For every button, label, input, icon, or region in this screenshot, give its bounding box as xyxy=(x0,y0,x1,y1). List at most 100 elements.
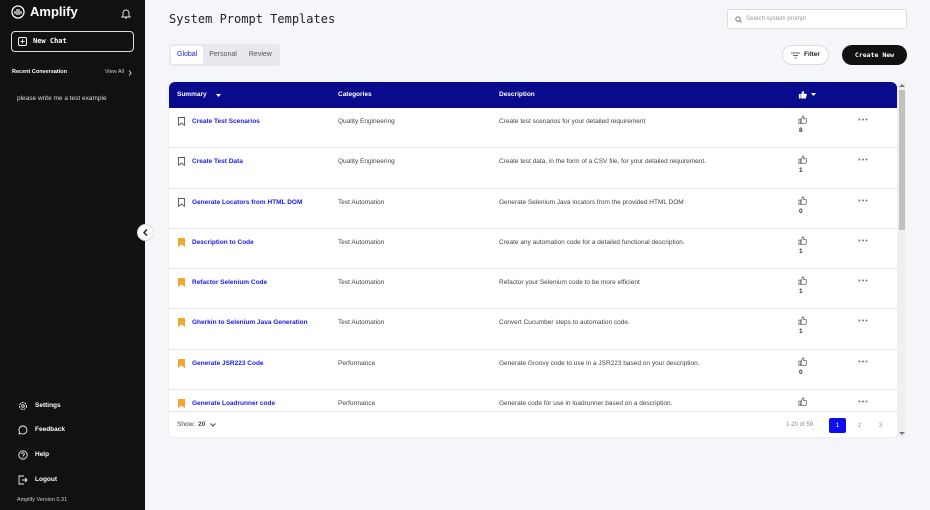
bookmark-icon[interactable] xyxy=(178,117,185,126)
table-row[interactable]: Gherkin to Selenium Java Generation Test … xyxy=(169,309,897,350)
thumbs-up-icon[interactable] xyxy=(798,236,807,245)
bell-icon[interactable] xyxy=(120,5,132,19)
show-label: Show: xyxy=(177,421,196,428)
like-count: 1 xyxy=(799,328,803,336)
gear-icon xyxy=(19,402,27,410)
page-size-select[interactable]: Show: 20 xyxy=(177,421,217,429)
tab-global[interactable]: Global xyxy=(171,46,204,64)
table-row[interactable]: Create Test Data Quality Engineering Creat… xyxy=(169,148,897,189)
table-scrollbar[interactable] xyxy=(898,82,906,437)
nav-logout[interactable]: Logout xyxy=(18,475,57,485)
thumbs-up-icon[interactable] xyxy=(798,115,807,124)
table-row[interactable]: Create Test Scenarios Quality Engineering… xyxy=(169,108,897,149)
tab-personal[interactable]: Personal xyxy=(209,51,237,58)
summary-column-header[interactable]: Summary xyxy=(177,91,221,99)
page-2-button[interactable]: 2 xyxy=(857,422,862,429)
table-row[interactable]: Refactor Selenium Code Test Automation Ref… xyxy=(169,269,897,310)
template-name-link[interactable]: Generate JSR223 Code xyxy=(192,359,264,367)
more-options-icon[interactable] xyxy=(858,158,868,161)
bookmark-icon[interactable] xyxy=(178,197,185,207)
create-new-button[interactable]: Create New xyxy=(842,45,907,65)
table-row[interactable]: Description to Code Test Automation Create… xyxy=(169,229,897,270)
thumbs-up-icon[interactable] xyxy=(798,196,807,205)
more-options-icon[interactable] xyxy=(858,400,868,403)
thumbs-up-icon[interactable] xyxy=(798,276,807,286)
bookmark-icon[interactable] xyxy=(178,157,185,167)
thumbs-up-icon[interactable] xyxy=(798,357,807,366)
template-category: Performance xyxy=(338,400,376,408)
collapse-sidebar-button[interactable] xyxy=(137,224,154,241)
template-category: Test Automation xyxy=(338,198,385,206)
new-chat-button[interactable]: + New Chat xyxy=(11,31,134,52)
thumbs-up-icon[interactable] xyxy=(798,316,807,326)
nav-label: Settings xyxy=(35,402,61,409)
bookmark-filled-icon[interactable] xyxy=(178,318,185,328)
bookmark-filled-icon[interactable] xyxy=(178,399,185,409)
app-logo[interactable]: Amplify xyxy=(11,4,78,19)
amplify-logo-icon xyxy=(11,4,25,19)
nav-label: Help xyxy=(35,451,50,458)
logout-icon xyxy=(18,475,28,485)
view-all-link[interactable]: View All xyxy=(105,69,132,76)
search-placeholder: Search system prompt xyxy=(746,16,807,22)
nav-help[interactable]: Help xyxy=(18,450,49,460)
more-options-icon[interactable] xyxy=(858,360,868,363)
sort-down-icon xyxy=(215,93,221,97)
tab-review[interactable]: Review xyxy=(248,51,272,58)
more-options-icon[interactable] xyxy=(858,199,868,202)
likes-column-header[interactable] xyxy=(798,90,816,99)
template-name-link[interactable]: Description to Code xyxy=(192,238,254,246)
nav-settings[interactable]: Settings xyxy=(18,401,61,411)
template-name-link[interactable]: Generate Loadrunner code xyxy=(192,400,276,408)
scope-tabs: Global Personal Review xyxy=(169,44,280,66)
table-row[interactable]: Generate JSR223 Code Performance Generate … xyxy=(169,350,897,391)
thumbs-up-icon[interactable] xyxy=(798,397,807,406)
template-name-link[interactable]: Refactor Selenium Code xyxy=(192,279,268,287)
thumbs-up-icon xyxy=(798,90,807,99)
filter-label: Filter xyxy=(804,51,820,58)
bookmark-filled-icon[interactable] xyxy=(178,358,185,368)
templates-table: Summary Categories Description Create Te… xyxy=(169,82,897,437)
more-options-icon[interactable] xyxy=(858,239,868,242)
template-name-link[interactable]: Gherkin to Selenium Java Generation xyxy=(192,319,308,327)
table-footer: Show: 20 1-20 of 59 1 2 3 xyxy=(169,411,897,437)
page-3-button[interactable]: 3 xyxy=(878,422,883,429)
page-title: System Prompt Templates xyxy=(169,12,336,26)
template-name-link[interactable]: Generate Locators from HTML DOM xyxy=(192,198,303,206)
template-description: Refactor your Selenium code to be more e… xyxy=(499,279,640,287)
template-description: Generate code for use in loadrunner base… xyxy=(499,400,673,408)
filter-button[interactable]: Filter xyxy=(782,45,829,65)
filter-icon xyxy=(791,52,801,58)
nav-feedback[interactable]: Feedback xyxy=(18,425,65,435)
thumbs-up-icon[interactable] xyxy=(798,155,807,165)
page-1-button[interactable]: 1 xyxy=(829,418,846,433)
more-options-icon[interactable] xyxy=(858,279,868,282)
question-circle-icon xyxy=(18,450,28,460)
table-body: Create Test Scenarios Quality Engineering… xyxy=(169,108,897,411)
search-icon xyxy=(735,15,742,23)
summary-header-label: Summary xyxy=(177,91,207,98)
version-text: Amplify Version 0.31 xyxy=(17,497,68,503)
sort-down-icon xyxy=(811,93,816,96)
template-description: Create any automation code for a detaile… xyxy=(499,238,685,246)
bookmark-filled-icon[interactable] xyxy=(178,237,185,247)
scroll-down-icon[interactable] xyxy=(899,431,905,436)
template-category: Quality Engineering xyxy=(338,118,395,125)
search-input[interactable]: Search system prompt xyxy=(727,9,907,29)
recent-conversation-header: Recent Conversation View All xyxy=(12,69,132,76)
page-range: 1-20 of 59 xyxy=(786,422,814,428)
table-row[interactable]: Generate Locators from HTML DOM Test Auto… xyxy=(169,189,897,229)
conversation-item[interactable]: please write me a test example xyxy=(17,95,107,102)
table-header: Summary Categories Description xyxy=(169,82,897,108)
more-options-icon[interactable] xyxy=(858,319,868,322)
chevron-down-icon xyxy=(210,423,217,427)
like-count: 8 xyxy=(799,127,803,134)
more-options-icon[interactable] xyxy=(858,118,868,121)
template-name-link[interactable]: Create Test Data xyxy=(192,158,243,166)
scroll-up-icon[interactable] xyxy=(899,83,905,88)
scrollbar-thumb[interactable] xyxy=(899,90,905,230)
template-name-link[interactable]: Create Test Scenarios xyxy=(192,118,260,125)
bookmark-filled-icon[interactable] xyxy=(178,278,185,288)
nav-label: Feedback xyxy=(35,426,65,433)
table-row[interactable]: Generate Loadrunner code Performance Gener… xyxy=(169,390,897,411)
